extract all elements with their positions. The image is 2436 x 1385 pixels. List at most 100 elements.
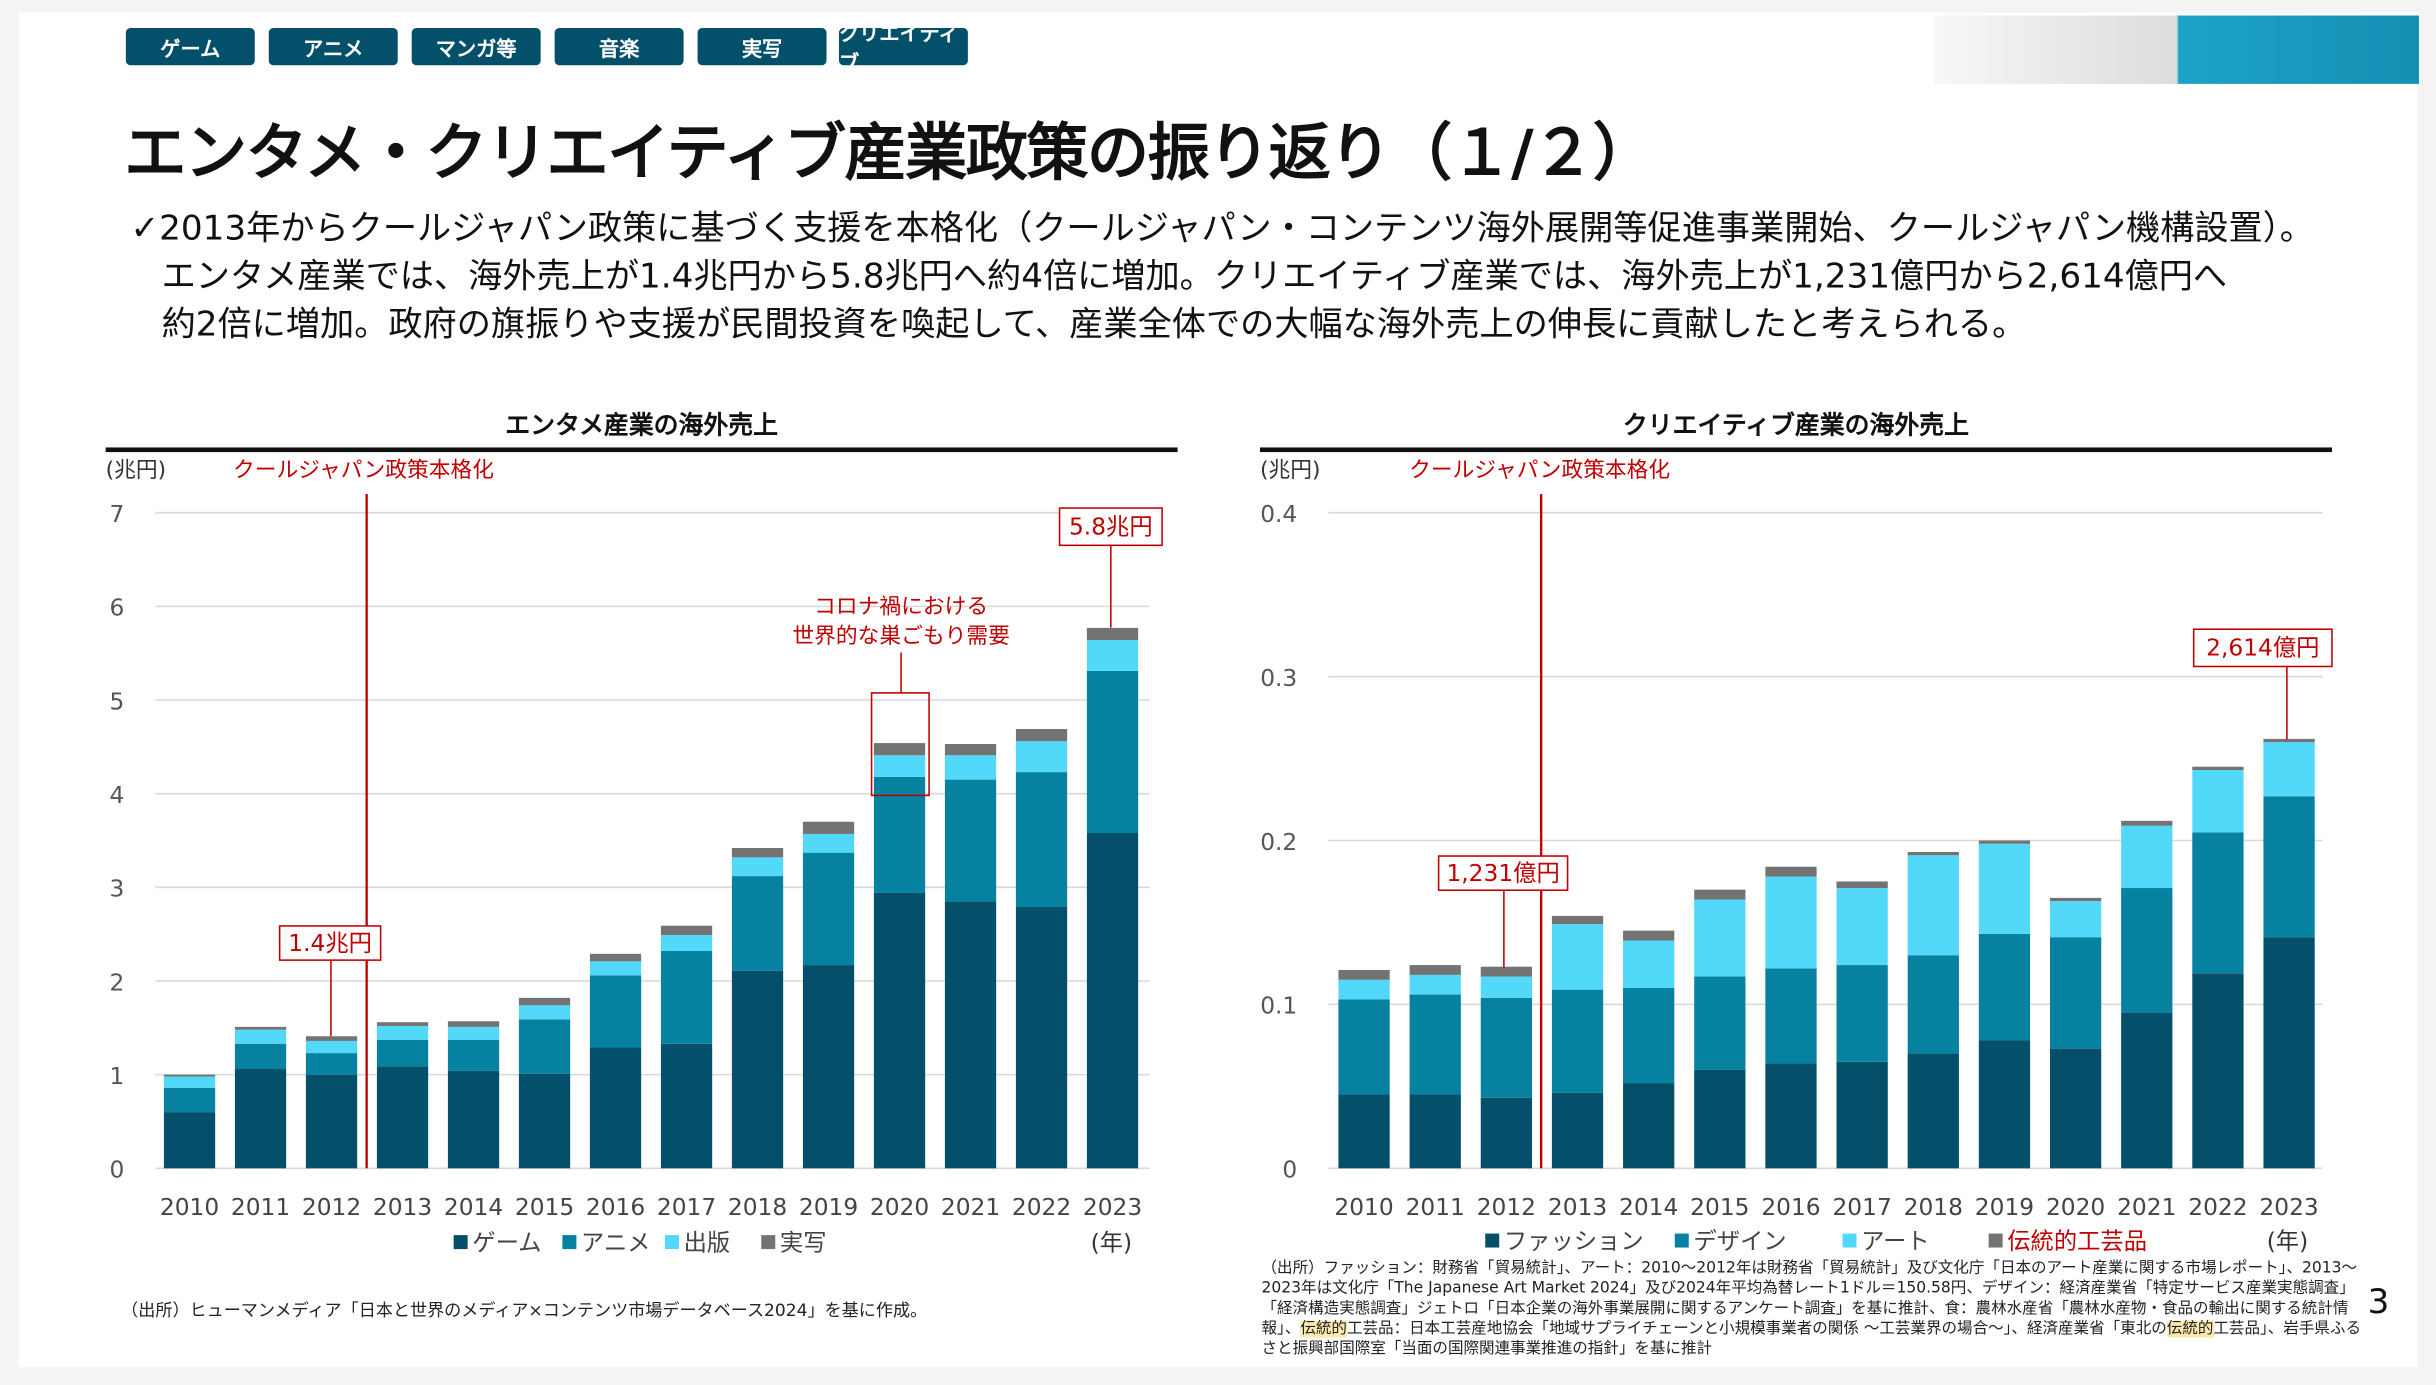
x-tick-label: 2011 <box>1406 1194 1465 1221</box>
tab-music[interactable]: 音楽 <box>554 27 684 66</box>
bar-segment <box>1907 851 1959 856</box>
x-tick-label: 2014 <box>1619 1194 1678 1221</box>
legend-swatch <box>1988 1233 2003 1248</box>
bar-segment <box>1765 1063 1817 1169</box>
bar-segment <box>305 1053 358 1075</box>
bar-segment <box>1623 988 1675 1084</box>
creative-source: （出所）ファッション：財務省「貿易統計」、アート：2010～2012年は財務省「… <box>1262 1258 2365 1359</box>
bar-segment <box>1836 881 1888 889</box>
y-tick-label: 5 <box>109 688 124 715</box>
tab-game[interactable]: ゲーム <box>125 27 255 66</box>
source-highlight: 伝統的 <box>1300 1320 1347 1338</box>
bar-segment <box>2263 738 2315 743</box>
covid-annotation-line-1: コロナ禍における <box>814 595 988 620</box>
bar-segment <box>234 1043 287 1070</box>
x-tick-label: 2013 <box>1548 1194 1607 1221</box>
bar-segment <box>660 951 713 1044</box>
bar-segment <box>376 1066 429 1169</box>
bar-segment <box>447 1039 500 1071</box>
tab-live-action[interactable]: 実写 <box>697 27 827 66</box>
bar-segment <box>2192 973 2244 1169</box>
end-value-box <box>1058 507 1163 547</box>
x-tick-label: 2021 <box>941 1194 1000 1221</box>
x-tick-label: 2011 <box>231 1194 290 1221</box>
bar-segment <box>1694 1069 1746 1169</box>
bar-segment <box>2121 888 2173 1013</box>
tab-creative[interactable]: クリエイティブ <box>838 23 968 76</box>
bar-segment <box>1338 969 1390 980</box>
bar-segment <box>1836 1061 1888 1169</box>
bar-segment <box>873 892 926 1169</box>
x-tick-label: 2015 <box>515 1194 574 1221</box>
x-tick-label: 2020 <box>2046 1194 2105 1221</box>
x-tick-label: 2019 <box>1975 1194 2034 1221</box>
tab-manga[interactable]: マンガ等 <box>411 27 541 66</box>
bar-segment <box>1409 1094 1461 1169</box>
x-unit-label: (年) <box>1091 1230 1132 1257</box>
bar-segment <box>2049 937 2102 1049</box>
bar-segment <box>1836 888 1888 966</box>
checkmark-icon: ✓ <box>130 209 160 249</box>
bar-segment <box>1623 1083 1675 1169</box>
bar-segment <box>1907 1053 1959 1169</box>
bar-segment <box>2192 832 2244 974</box>
bar-segment <box>873 776 926 893</box>
bar-segment <box>2192 766 2244 771</box>
x-tick-label: 2023 <box>2259 1194 2318 1221</box>
end-value-box <box>2192 628 2333 668</box>
bar-segment <box>447 1026 500 1040</box>
bar-segment <box>1765 968 1817 1064</box>
y-tick-label: 0.3 <box>1260 665 1297 692</box>
lead-text: ✓2013年からクールジャパン政策に基づく支援を本格化（クールジャパン・コンテン… <box>131 205 2384 349</box>
y-tick-label: 0.2 <box>1260 829 1297 856</box>
x-tick-label: 2010 <box>1334 1194 1393 1221</box>
bar-segment <box>1338 1094 1390 1169</box>
bar-segment <box>1086 640 1139 671</box>
bar-segment <box>1694 889 1746 900</box>
x-tick-label: 2012 <box>1477 1194 1536 1221</box>
bar-segment <box>376 1025 429 1040</box>
bar-segment <box>660 925 713 936</box>
bar-segment <box>1338 979 1390 1000</box>
start-value-label: 1,231億円 <box>1446 860 1559 887</box>
bar-segment <box>1015 741 1068 773</box>
legend-swatch <box>1674 1233 1689 1248</box>
y-tick-label: 6 <box>109 595 124 622</box>
start-value-box <box>278 925 382 961</box>
bar-segment <box>1623 930 1675 941</box>
bar-segment <box>163 1087 216 1113</box>
bar-segment <box>1551 1092 1604 1169</box>
bar-segment <box>2263 937 2315 1169</box>
bar-segment <box>2121 825 2173 889</box>
source-text: （出所）ファッション：財務省「貿易統計」、アート：2010～2012年は財務省「… <box>1261 1259 2358 1338</box>
bar-segment <box>376 1022 429 1026</box>
bar-segment <box>2049 897 2102 902</box>
bar-segment <box>1694 976 1746 1070</box>
bar-segment <box>1015 729 1068 742</box>
bar-segment <box>1551 924 1604 990</box>
y-tick-label: 0.4 <box>1260 501 1297 528</box>
bar-segment <box>1978 843 2031 934</box>
legend-label: ファッション <box>1504 1228 1644 1255</box>
y-tick-label: 0 <box>1282 1157 1297 1184</box>
legend-swatch <box>761 1235 776 1250</box>
bar-segment <box>1978 933 2031 1041</box>
bar-segment <box>1907 855 1959 956</box>
policy-annotation: クールジャパン政策本格化 <box>1409 458 1670 483</box>
bar-segment <box>518 997 571 1006</box>
bar-segment <box>305 1040 358 1054</box>
y-tick-label: 0.1 <box>1260 993 1297 1020</box>
x-tick-label: 2016 <box>586 1194 645 1221</box>
x-tick-label: 2022 <box>2188 1194 2247 1221</box>
tab-anime[interactable]: アニメ <box>268 27 398 66</box>
bar-segment <box>944 755 997 780</box>
bar-segment <box>305 1074 358 1169</box>
bar-segment <box>1086 670 1139 834</box>
x-tick-label: 2021 <box>2117 1194 2176 1221</box>
bar-segment <box>376 1039 429 1067</box>
bar-segment <box>2121 1012 2173 1169</box>
bar-segment <box>1978 1040 2031 1169</box>
bar-segment <box>1480 1097 1533 1169</box>
bar-segment <box>1409 994 1461 1095</box>
bar-segment <box>163 1076 216 1088</box>
